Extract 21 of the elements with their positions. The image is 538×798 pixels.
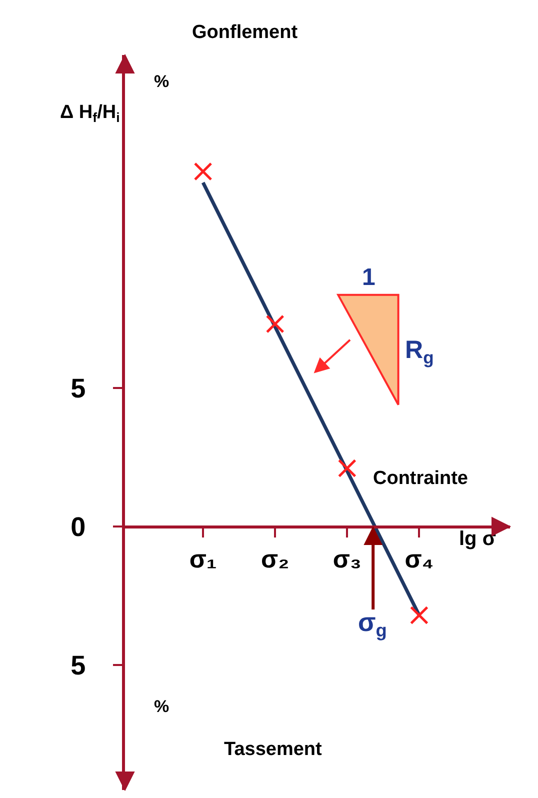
- y-axis-title: Δ H$_{f}$/H$_{i}$: [60, 102, 120, 125]
- x-tick-label: σ₄: [404, 546, 434, 574]
- annotation: σ$_{g}$: [358, 607, 387, 640]
- text: Gonflement: [192, 22, 298, 43]
- y-tick-label: 5: [70, 373, 86, 404]
- point: [338, 459, 356, 478]
- annotation: %: [154, 72, 170, 91]
- x-axis-title: lg σ: [459, 528, 496, 550]
- annotation: Contrainte: [373, 468, 468, 489]
- x-tick-label: σ₃: [332, 546, 362, 574]
- x-tick-label: σ₁: [189, 546, 217, 574]
- x-tick-label: σ₂: [260, 546, 290, 574]
- annotation: R$_{g}$: [405, 336, 434, 368]
- point: [194, 162, 212, 181]
- annotation: 1: [362, 264, 376, 291]
- y-tick-label: 0: [70, 512, 86, 542]
- y-tick-label: 5: [70, 650, 86, 681]
- annotation: Tassement: [224, 739, 323, 760]
- point: [266, 314, 284, 334]
- point: [410, 606, 428, 625]
- annotation: %: [154, 697, 170, 716]
